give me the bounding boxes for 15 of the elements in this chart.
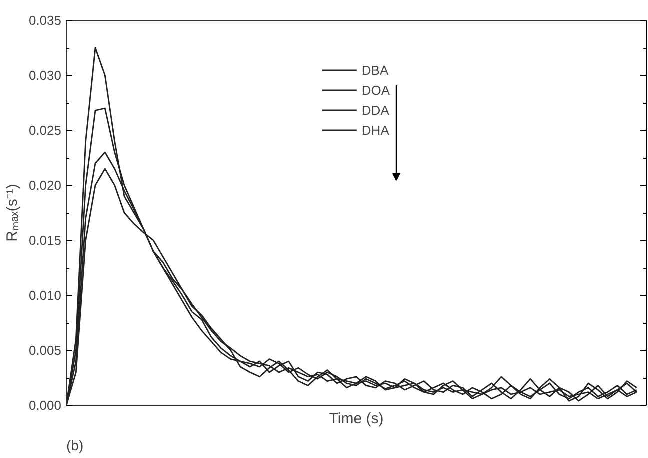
legend-label: DDA [362, 102, 390, 118]
legend-label: DHA [362, 122, 390, 138]
legend-label: DOA [362, 82, 390, 98]
text: (b) [66, 438, 84, 454]
y-tick-label: 0.035 [28, 13, 62, 28]
y-tick-label: 0.020 [28, 178, 62, 193]
y-tick-label: 0.000 [28, 398, 62, 413]
x-axis-title: Time (s) [329, 410, 384, 428]
y-axis-title: Rₘₐₓ(s⁻¹) [4, 184, 21, 242]
y-tick-label: 0.005 [28, 343, 62, 358]
y-tick-label: 0.015 [28, 233, 62, 248]
legend-label: DBA [362, 62, 389, 78]
y-tick-label: 0.030 [28, 68, 62, 83]
y-tick-label: 0.025 [28, 123, 62, 138]
y-tick-label: 0.010 [28, 288, 62, 303]
